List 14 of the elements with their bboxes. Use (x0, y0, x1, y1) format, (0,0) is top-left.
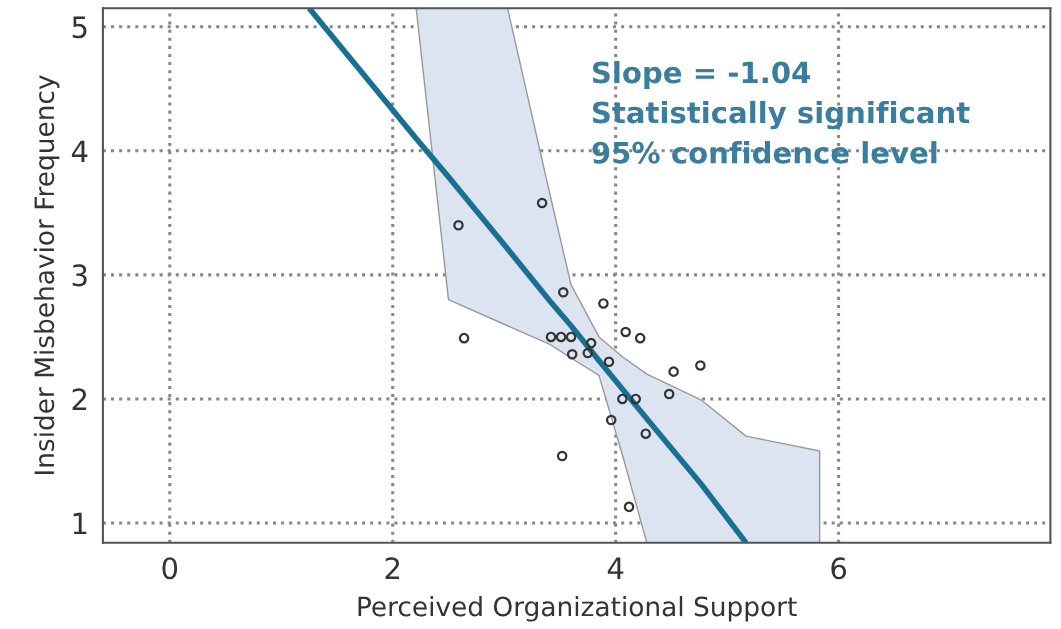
x-tick-label: 0 (162, 557, 178, 580)
x-tick-label: 2 (385, 557, 400, 579)
annotation: 95% confidence level (592, 141, 937, 164)
x-axis-title: Perceived Organizational Support (358, 596, 797, 622)
annotation: Slope = -1.04 (592, 60, 811, 90)
y-tick-label: 5 (72, 16, 87, 39)
annotation: Statistically significant (592, 100, 970, 130)
y-tick-label: 2 (72, 388, 87, 411)
y-tick-label: 4 (71, 140, 88, 162)
x-tick-label: 6 (831, 557, 847, 580)
y-tick-label: 1 (73, 512, 87, 535)
x-tick-label: 4 (607, 557, 624, 579)
y-axis-title: Insider Misbehavior Frequency (33, 75, 60, 475)
y-tick-label: 3 (72, 264, 87, 287)
